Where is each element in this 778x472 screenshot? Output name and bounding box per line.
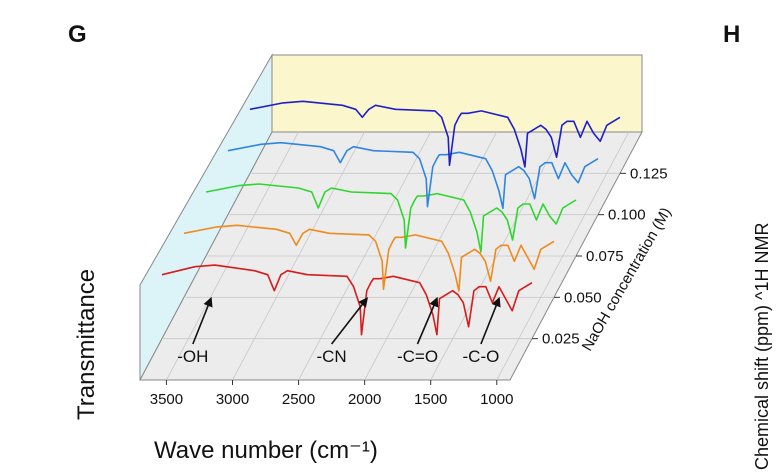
x-tick-label: 3000: [216, 391, 249, 408]
annotation-arrow: [480, 296, 501, 345]
annotation-label: -OH: [177, 347, 208, 366]
spectrum-line-4: [227, 141, 599, 210]
z-tick-label: 0.025: [542, 331, 580, 348]
annotation-arrow: [330, 297, 368, 345]
y-axis-title: Transmittance: [73, 269, 100, 420]
x-tick-label: 2000: [348, 391, 381, 408]
annotation-arrow: [416, 296, 439, 345]
x-tick-label: 1000: [480, 391, 513, 408]
x-tick-label: 3500: [150, 391, 183, 408]
x-tick-label: 2500: [282, 391, 315, 408]
annotation-label: -C-O: [463, 347, 500, 366]
z-tick-label: 0.125: [630, 165, 668, 182]
grid-lines: [162, 131, 630, 381]
annotation-label: -C=O: [397, 347, 438, 366]
annotations-group: -OH -CN -C=O -C-O: [177, 296, 501, 366]
z-tick-label: 0.075: [586, 248, 624, 265]
x-tick-label: 1500: [414, 391, 447, 408]
spectrum-line-2: [183, 224, 555, 292]
panel-letter-g: G: [68, 21, 87, 48]
z-tick-label: 0.050: [564, 289, 602, 306]
spectrum-line-3: [205, 183, 577, 253]
spectrum-line-5: [249, 100, 621, 168]
panel-h-side-text: Chemical shift (ppm) ^1H NMR: [752, 223, 772, 471]
annotation-label: -CN: [316, 347, 346, 366]
z-tick-label: 0.100: [608, 207, 646, 224]
z-axis-title: NaOH concentration (M): [579, 205, 675, 354]
x-tick-labels: 3500 3000 2500 2000 1500 1000: [150, 380, 513, 408]
z-tick-labels: 0.025 0.050 0.075 0.100 0.125: [532, 165, 668, 348]
spectra-group: [161, 100, 621, 336]
panel-letter-h: H: [723, 21, 740, 48]
x-axis-title: Wave number (cm⁻¹): [154, 437, 378, 464]
annotation-arrow: [192, 296, 213, 345]
